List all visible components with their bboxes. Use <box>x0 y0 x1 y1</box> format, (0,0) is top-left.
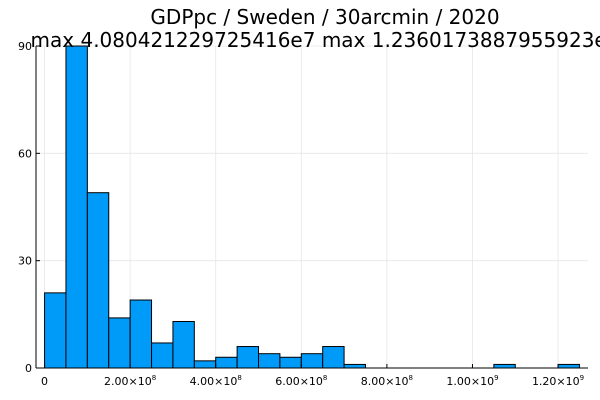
x-tick-mantissa: 1.20×10 <box>532 375 580 388</box>
histogram-bar <box>236 346 260 369</box>
histogram-bar <box>493 363 516 369</box>
histogram-bar <box>108 317 131 369</box>
x-tick-mantissa: 4.00×10 <box>190 375 238 388</box>
histogram-bar <box>65 45 88 369</box>
x-tick-label: 8.00×108 <box>361 374 413 388</box>
x-tick-exponent: 9 <box>580 374 584 382</box>
histogram-bar <box>322 346 345 369</box>
histogram-bar <box>151 342 174 369</box>
bars-layer <box>44 45 580 369</box>
x-tick-mantissa: 0 <box>41 375 48 388</box>
histogram-bar <box>300 353 324 369</box>
x-tick-label: 0 <box>41 375 48 388</box>
x-tick-exponent: 9 <box>494 374 498 382</box>
x-tick-mantissa: 8.00×10 <box>361 375 409 388</box>
histogram-bar <box>258 353 281 369</box>
histogram-bar <box>343 363 366 369</box>
y-tick-label: 0 <box>25 362 32 375</box>
x-tick-mantissa: 1.00×10 <box>446 375 494 388</box>
x-tick-mantissa: 6.00×10 <box>275 375 323 388</box>
x-tick-exponent: 8 <box>237 374 241 382</box>
y-tick-label: 30 <box>18 255 32 268</box>
x-tick-label: 1.20×109 <box>532 374 584 388</box>
x-tick-label: 4.00×108 <box>190 374 242 388</box>
histogram-bar <box>557 363 580 369</box>
histogram-bar <box>215 356 238 369</box>
grid-layer <box>36 45 588 369</box>
x-tick-exponent: 8 <box>323 374 327 382</box>
y-tick-label: 90 <box>18 40 32 53</box>
x-tick-label: 2.00×108 <box>104 374 156 388</box>
x-tick-mantissa: 2.00×10 <box>104 375 152 388</box>
histogram-bar <box>129 299 153 369</box>
histogram-bar <box>44 292 67 369</box>
x-tick-exponent: 8 <box>152 374 156 382</box>
x-tick-label: 6.00×108 <box>275 374 327 388</box>
histogram-bar <box>279 356 302 369</box>
x-tick-label: 1.00×109 <box>446 374 498 388</box>
y-tick-label: 60 <box>18 147 32 160</box>
histogram-bar <box>86 192 110 369</box>
histogram-bar <box>172 320 195 369</box>
ticks-layer: 0 2.00×108 4.00×108 6.00×108 8.00×108 1.00×10… <box>18 40 584 388</box>
histogram-bar <box>193 360 217 369</box>
x-tick-exponent: 8 <box>409 374 413 382</box>
axes-layer <box>35 46 588 369</box>
chart-title: GDPpc / Sweden / 30arcmin / 2020 <box>150 5 499 29</box>
chart-subtitle: max 4.080421229725416e7 max 1.2360173887… <box>31 28 600 52</box>
